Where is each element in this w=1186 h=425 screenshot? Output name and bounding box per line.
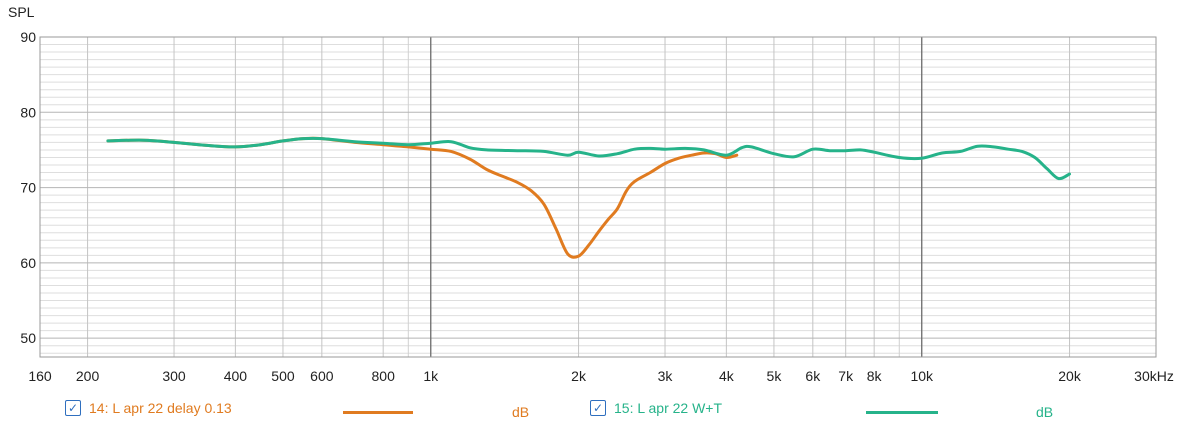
legend-item-series-15[interactable]: ✓ 15: L apr 22 W+T bbox=[590, 400, 722, 416]
minor-gridlines bbox=[39, 37, 1157, 357]
x-tick-label: 500 bbox=[271, 368, 295, 384]
legend: ✓ 14: L apr 22 delay 0.13 dB ✓ 15: L apr… bbox=[0, 400, 1186, 425]
x-tick-label: 20k bbox=[1058, 368, 1082, 384]
x-tick-label: 7k bbox=[838, 368, 854, 384]
x-tick-label: 300 bbox=[162, 368, 186, 384]
series-14-swatch bbox=[343, 411, 413, 414]
x-tick-labels: 160 200 300 400 500 600 800 1k 2k 3k 4k 5k 6k 7k 8k 10k… bbox=[28, 368, 1174, 384]
series-line-14 bbox=[106, 136, 739, 259]
series-15-unit: dB bbox=[1036, 404, 1054, 420]
y-tick-label: 80 bbox=[20, 104, 36, 120]
x-tick-label: 600 bbox=[310, 368, 334, 384]
y-tick-labels: 50 60 70 80 90 bbox=[20, 29, 36, 346]
x-tick-label: 4k bbox=[719, 368, 735, 384]
series-line-15 bbox=[106, 136, 1071, 181]
x-tick-label: 800 bbox=[372, 368, 396, 384]
y-tick-label: 60 bbox=[20, 255, 36, 271]
x-tick-label: 10k bbox=[910, 368, 934, 384]
series-15-name: 15: L apr 22 W+T bbox=[614, 400, 723, 416]
series-15-swatch bbox=[866, 411, 938, 414]
y-tick-label: 90 bbox=[20, 29, 36, 45]
y-axis-label: SPL bbox=[8, 4, 35, 20]
x-tick-label: 200 bbox=[76, 368, 100, 384]
y-tick-label: 70 bbox=[20, 180, 36, 196]
x-tick-label: 30kHz bbox=[1134, 368, 1174, 384]
y-tick-label: 50 bbox=[20, 330, 36, 346]
x-tick-label: 400 bbox=[224, 368, 248, 384]
series-14-name: 14: L apr 22 delay 0.13 bbox=[89, 400, 232, 416]
x-tick-label: 3k bbox=[658, 368, 674, 384]
series-14-checkbox[interactable]: ✓ bbox=[65, 400, 81, 416]
legend-item-series-14[interactable]: ✓ 14: L apr 22 delay 0.13 bbox=[65, 400, 232, 416]
x-tick-label: 5k bbox=[767, 368, 783, 384]
series-14-unit: dB bbox=[512, 404, 530, 420]
x-tick-label: 8k bbox=[867, 368, 883, 384]
major-gridlines bbox=[40, 36, 1156, 357]
series-15-checkbox[interactable]: ✓ bbox=[590, 400, 606, 416]
x-tick-label: 1k bbox=[423, 368, 439, 384]
series-lines bbox=[106, 136, 1071, 259]
x-tick-label: 2k bbox=[571, 368, 587, 384]
frequency-response-chart: 50 60 70 80 90 160 200 300 400 500 600 800 1k 2k 3k 4k… bbox=[20, 29, 1174, 384]
x-tick-label: 160 bbox=[28, 368, 52, 384]
plot-frame bbox=[39, 36, 1157, 358]
x-tick-label: 6k bbox=[805, 368, 821, 384]
